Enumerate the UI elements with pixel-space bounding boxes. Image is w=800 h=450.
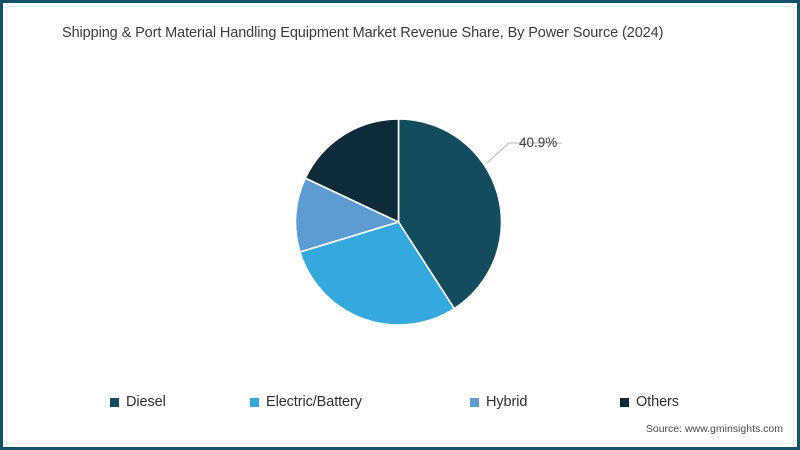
legend-item[interactable]: Hybrid: [470, 390, 527, 414]
legend-item-label: Hybrid: [486, 394, 528, 410]
chart-legend: Diesel Electric/Battery Hybrid Others: [0, 390, 800, 414]
pie-slice[interactable]: [304, 118, 400, 223]
pie-slice[interactable]: [299, 221, 456, 326]
legend-item-label: Diesel: [126, 394, 166, 410]
pie-slice[interactable]: [294, 177, 400, 253]
legend-swatch-icon: [470, 397, 479, 407]
legend-item-label: Electric/Battery: [266, 394, 362, 410]
legend-item[interactable]: Electric/Battery: [250, 390, 362, 414]
pie-slice-value-label: 40.9%: [519, 135, 558, 150]
legend-item-label: Others: [636, 394, 679, 410]
legend-item[interactable]: Others: [620, 390, 679, 414]
source-note: Source: www.gminsights.com: [645, 423, 783, 435]
legend-swatch-icon: [250, 397, 259, 407]
callout-leader-line: [486, 142, 562, 164]
legend-swatch-icon: [620, 397, 629, 407]
legend-item[interactable]: Diesel: [110, 390, 166, 414]
page-title: Shipping & Port Material Handling Equipm…: [62, 25, 664, 41]
legend-swatch-icon: [110, 397, 119, 407]
pie-slice-group: [294, 118, 503, 326]
